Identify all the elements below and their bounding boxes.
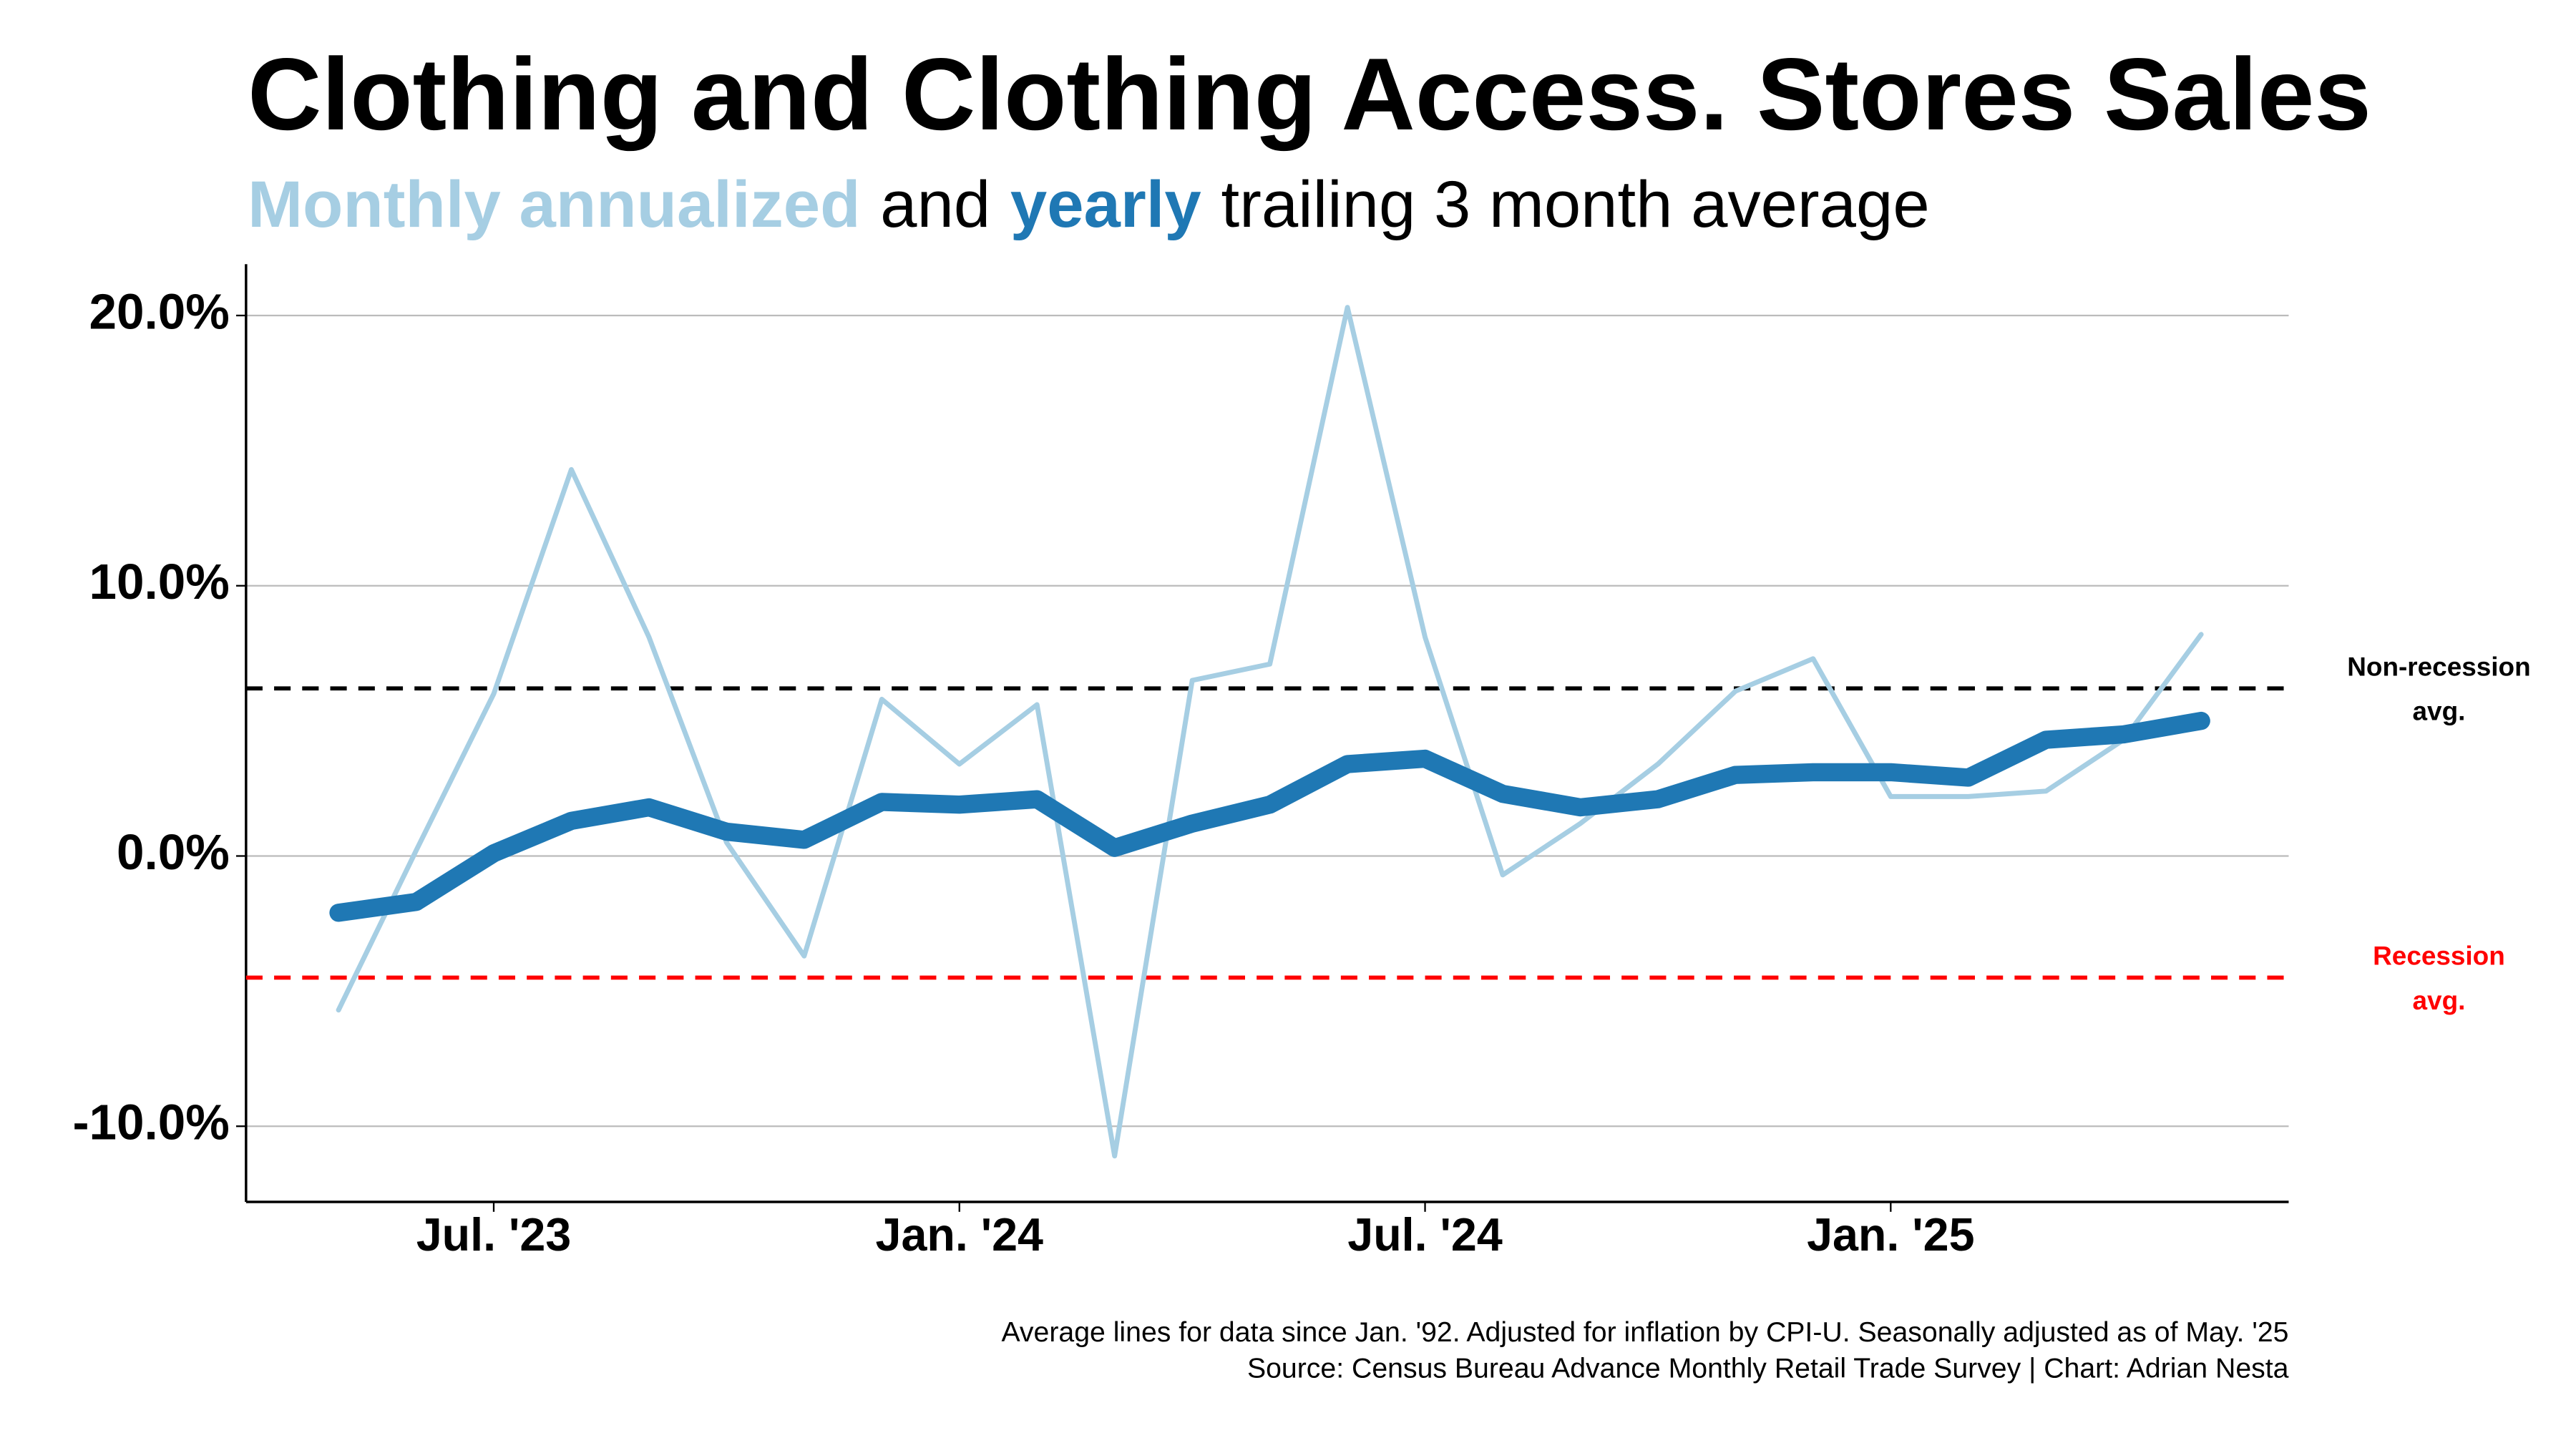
x-tick-label: Jul. '23 bbox=[416, 1209, 571, 1261]
footnote: Average lines for data since Jan. '92. A… bbox=[1001, 1316, 2288, 1348]
series-line bbox=[329, 711, 2210, 922]
series-line bbox=[336, 305, 2204, 1159]
reference-label: avg. bbox=[2413, 697, 2466, 726]
x-tick-label: Jan. '25 bbox=[1807, 1209, 1974, 1261]
y-tick-label: -10.0% bbox=[72, 1095, 229, 1150]
reference-label: avg. bbox=[2413, 986, 2466, 1015]
x-tick-label: Jul. '24 bbox=[1347, 1209, 1503, 1261]
x-tick-label: Jan. '24 bbox=[876, 1209, 1044, 1261]
subtitle-part: Monthly annualized bbox=[248, 167, 860, 241]
y-tick-label: 0.0% bbox=[117, 824, 230, 880]
chart-title: Clothing and Clothing Access. Stores Sal… bbox=[248, 37, 2371, 152]
y-tick-label: 20.0% bbox=[89, 283, 229, 339]
chart-subtitle: Monthly annualized and yearly trailing 3 mo… bbox=[248, 167, 1930, 241]
subtitle-part: and bbox=[880, 167, 990, 241]
reference-label: Non-recession bbox=[2347, 652, 2530, 681]
reference-label: Recession bbox=[2373, 941, 2505, 971]
footnote: Source: Census Bureau Advance Monthly Re… bbox=[1247, 1353, 2289, 1384]
subtitle-part: trailing 3 month average bbox=[1221, 167, 1929, 241]
subtitle-part: yearly bbox=[1010, 167, 1201, 241]
y-tick-label: 10.0% bbox=[89, 554, 229, 610]
